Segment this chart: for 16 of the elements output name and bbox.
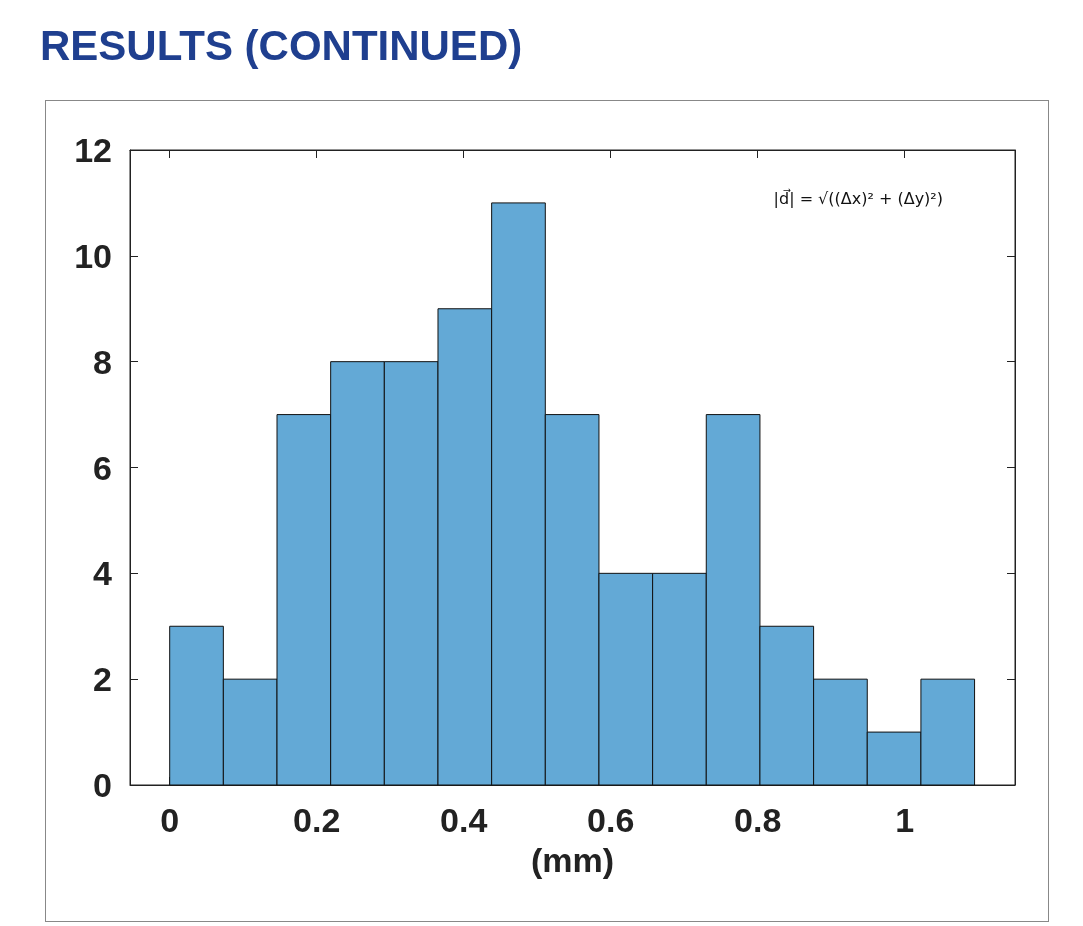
- y-tick-label: 12: [74, 131, 112, 169]
- x-tick-label: 0: [160, 801, 180, 839]
- chart-title: RESULTS (CONTINUED): [40, 22, 523, 70]
- x-axis-title: (mm): [530, 841, 615, 879]
- x-tick-label: 0.8: [734, 801, 782, 839]
- x-tick-label: 0.4: [440, 801, 488, 839]
- x-tick-label: 0.2: [293, 801, 341, 839]
- y-tick-label: 2: [93, 660, 112, 699]
- y-tick-label: 0: [93, 766, 112, 804]
- x-tick-label: 1: [895, 801, 915, 839]
- y-tick-label: 10: [74, 236, 112, 275]
- y-tick-label: 4: [93, 554, 113, 593]
- annotation: |d⃗| = √((Δx)² + (Δy)²): [773, 187, 944, 208]
- y-tick-label: 6: [93, 448, 112, 487]
- x-tick-label: 0.6: [587, 801, 635, 839]
- y-tick-label: 8: [93, 342, 112, 381]
